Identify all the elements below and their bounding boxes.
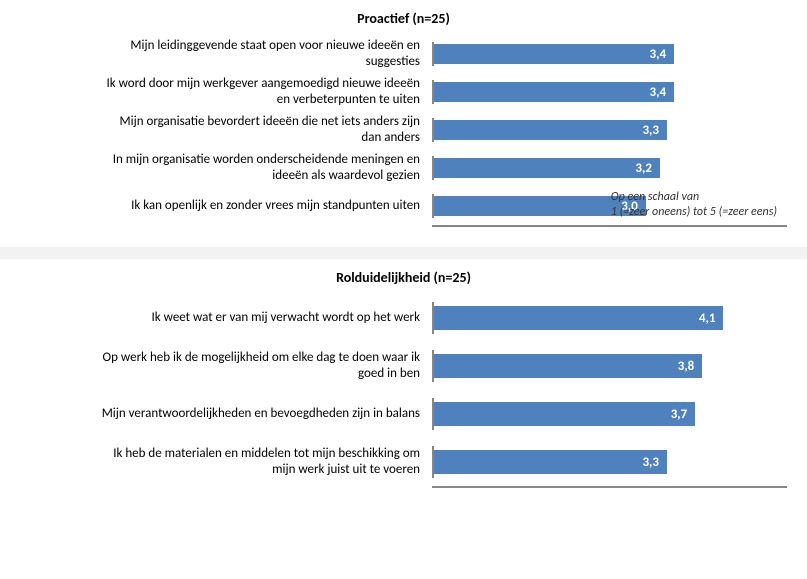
bar-row: Mijn organisatie bevordert ideeën die ne… <box>20 113 787 147</box>
bar-row: Mijn leidinggevende staat open voor nieu… <box>20 37 787 71</box>
bar-value: 4,1 <box>699 311 716 326</box>
chart-rolduidelijkheid: Rolduidelijkheid (n=25) Ik weet wat er v… <box>0 259 807 508</box>
bar-zone: 3,3 <box>432 118 787 142</box>
bar-label: Mijn verantwoordelijkheden en bevoegdhed… <box>20 406 432 422</box>
bar-row: Ik heb de materialen en middelen tot mij… <box>20 440 787 484</box>
bar-label: In mijn organisatie worden onderscheiden… <box>20 152 432 183</box>
bar-value: 3,2 <box>635 161 652 176</box>
bar: 3,8 <box>434 354 702 378</box>
bar: 3,4 <box>434 44 674 64</box>
label-line: Ik weet wat er van mij verwacht wordt op… <box>152 310 420 325</box>
bar: 4,1 <box>434 306 723 330</box>
footnote-line: Op een schaal van <box>611 190 699 204</box>
bar-zone: 3,3 <box>432 446 787 478</box>
label-line: en verbeterpunten te uiten <box>277 92 420 107</box>
bar-zone: 3,4 <box>432 80 787 104</box>
bar-label: Ik heb de materialen en middelen tot mij… <box>20 446 432 477</box>
bar-value: 3,3 <box>642 123 659 138</box>
bar-value: 3,3 <box>642 455 659 470</box>
label-line: Ik kan openlijk en zonder vrees mijn sta… <box>131 198 420 213</box>
bar-label: Ik word door mijn werkgever aangemoedigd… <box>20 76 432 107</box>
chart-proactief: Proactief (n=25) Mijn leidinggevende sta… <box>0 0 807 247</box>
bar-label: Mijn leidinggevende staat open voor nieu… <box>20 38 432 69</box>
bar-zone: 4,1 <box>432 302 787 334</box>
x-axis <box>432 486 787 488</box>
label-line: mijn werk juist uit te voeren <box>272 462 420 477</box>
label-line: Op werk heb ik de mogelijkheid om elke d… <box>103 350 420 365</box>
bar: 3,7 <box>434 402 695 426</box>
label-line: suggesties <box>366 54 420 69</box>
x-axis <box>432 225 787 227</box>
bar: 3,3 <box>434 450 667 474</box>
bar: 3,2 <box>434 158 660 178</box>
bar-value: 3,4 <box>650 47 667 62</box>
bar-label: Op werk heb ik de mogelijkheid om elke d… <box>20 350 432 381</box>
label-line: dan anders <box>361 130 420 145</box>
bar-row: Ik weet wat er van mij verwacht wordt op… <box>20 296 787 340</box>
chart-area: Mijn leidinggevende staat open voor nieu… <box>20 37 787 227</box>
footnote-line: 1 (=zeer oneens) tot 5 (=zeer eens) <box>611 205 777 219</box>
bar: 3,4 <box>434 82 674 102</box>
label-line: Ik heb de materialen en middelen tot mij… <box>113 446 420 461</box>
label-line: Ik word door mijn werkgever aangemoedigd… <box>106 76 420 91</box>
label-line: goed in ben <box>358 366 420 381</box>
bar-row: Ik word door mijn werkgever aangemoedigd… <box>20 75 787 109</box>
bar: 3,3 <box>434 120 667 140</box>
bar-label: Ik kan openlijk en zonder vrees mijn sta… <box>20 198 432 214</box>
label-line: In mijn organisatie worden onderscheiden… <box>113 152 420 167</box>
section-separator <box>0 247 807 259</box>
bar-label: Mijn organisatie bevordert ideeën die ne… <box>20 114 432 145</box>
bar-label: Ik weet wat er van mij verwacht wordt op… <box>20 310 432 326</box>
bar-value: 3,8 <box>678 359 695 374</box>
bar-row: Op werk heb ik de mogelijkheid om elke d… <box>20 344 787 388</box>
bar-zone: 3,4 <box>432 42 787 66</box>
chart-area: Ik weet wat er van mij verwacht wordt op… <box>20 296 787 488</box>
label-line: Mijn verantwoordelijkheden en bevoegdhed… <box>102 406 420 421</box>
bar-zone: 3,7 <box>432 398 787 430</box>
label-line: Mijn leidinggevende staat open voor nieu… <box>130 38 420 53</box>
bar-value: 3,4 <box>650 85 667 100</box>
bar-row: In mijn organisatie worden onderscheiden… <box>20 151 787 185</box>
chart-title: Rolduidelijkheid (n=25) <box>20 269 787 286</box>
bar-zone: 3,2 <box>432 156 787 180</box>
bar-zone: 3,8 <box>432 350 787 382</box>
bar-value: 3,7 <box>671 407 688 422</box>
label-line: Mijn organisatie bevordert ideeën die ne… <box>119 114 420 129</box>
chart-title: Proactief (n=25) <box>20 10 787 27</box>
label-line: ideeën als waardevol gezien <box>272 168 420 183</box>
bar-row: Mijn verantwoordelijkheden en bevoegdhed… <box>20 392 787 436</box>
scale-footnote: Op een schaal van 1 (=zeer oneens) tot 5… <box>611 190 777 221</box>
